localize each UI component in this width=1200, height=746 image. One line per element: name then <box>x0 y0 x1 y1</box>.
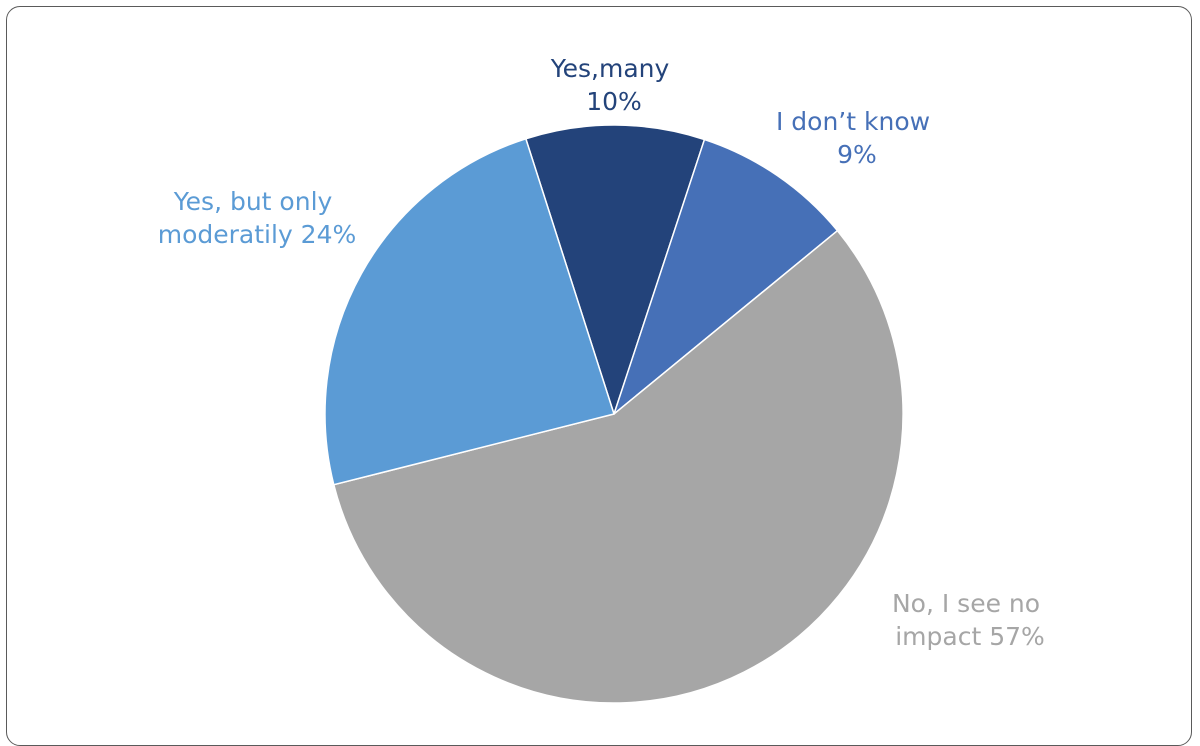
slice-label-yes-many-line1: Yes,many <box>550 54 670 83</box>
slice-label-no-impact: No, I see no impact 57% <box>892 589 1048 651</box>
slice-label-no-impact-line1: No, I see no <box>892 589 1040 618</box>
slice-label-moderately-line1: Yes, but only <box>173 187 333 216</box>
slice-label-dont-know-line2: 9% <box>837 140 877 169</box>
slice-label-dont-know-line1: I don’t know <box>776 107 930 136</box>
pie-slice-no-impact <box>332 229 904 704</box>
slice-label-no-impact-line2: impact 57% <box>895 622 1045 651</box>
pie-slices <box>324 124 904 704</box>
slice-label-yes-many: Yes,many 10% <box>550 54 678 116</box>
slice-label-moderately: Yes, but only moderatily 24% <box>158 187 357 249</box>
pie-slice-moderately <box>324 137 615 486</box>
slice-label-dont-know: I don’t know 9% <box>776 107 938 169</box>
pie-slice-dont-know <box>612 138 839 417</box>
pie-slice-yes-many <box>524 124 706 417</box>
slice-label-moderately-line2: moderatily 24% <box>158 220 357 249</box>
slice-label-yes-many-line2: 10% <box>586 87 642 116</box>
